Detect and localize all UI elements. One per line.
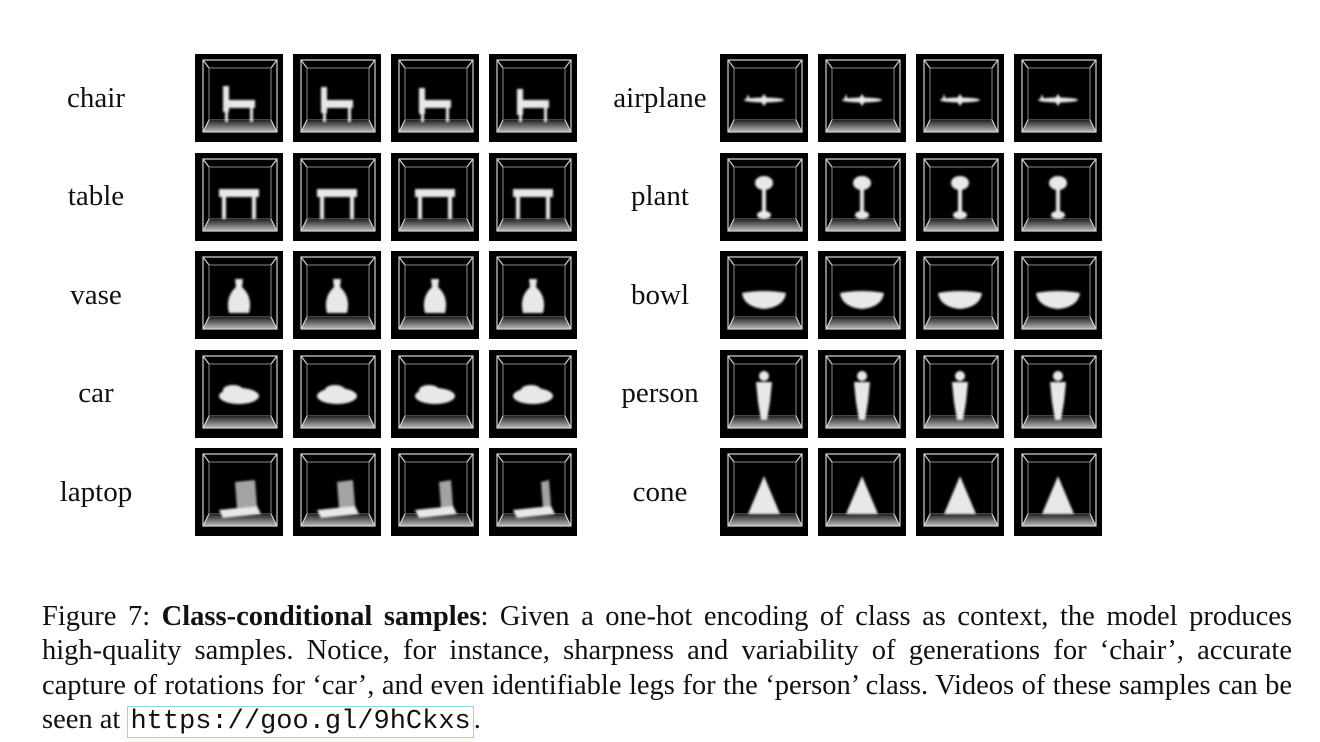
sample-image-plant (720, 152, 808, 241)
class-label-table: table (67, 180, 125, 213)
sample-image-car (195, 349, 283, 438)
sample-image-table (293, 152, 381, 241)
class-label-person: person (621, 377, 699, 410)
sample-image-plant (818, 152, 906, 241)
sample-image-cone (818, 448, 906, 537)
figure-caption: Figure 7: Class-conditional samples: Giv… (42, 600, 1292, 740)
sample-image-bowl (916, 251, 1004, 340)
sample-image-car (489, 349, 577, 438)
sample-image-laptop (391, 448, 479, 537)
sample-image-chair (195, 54, 283, 143)
sample-cells (195, 448, 577, 537)
sample-image-person (818, 349, 906, 438)
sample-image-airplane (1014, 54, 1102, 143)
class-label-car: car (78, 377, 114, 410)
sample-image-vase (293, 251, 381, 340)
sample-image-bowl (720, 251, 808, 340)
sample-image-person (1014, 349, 1102, 438)
sample-image-plant (1014, 152, 1102, 241)
sample-cells (195, 54, 577, 143)
sample-image-airplane (818, 54, 906, 143)
sample-image-airplane (916, 54, 1004, 143)
sample-image-person (720, 349, 808, 438)
class-row-laptop: laptop (0, 443, 608, 542)
sample-grid-left: chair table vase car laptop (0, 49, 608, 542)
class-label-bowl: bowl (631, 278, 689, 311)
sample-image-table (195, 152, 283, 241)
sample-image-cone (916, 448, 1004, 537)
sample-image-car (391, 349, 479, 438)
sample-image-laptop (293, 448, 381, 537)
caption-prefix: Figure 7: (42, 600, 162, 632)
sample-image-vase (489, 251, 577, 340)
class-row-bowl: bowl (605, 246, 1213, 345)
sample-image-person (916, 349, 1004, 438)
sample-image-bowl (1014, 251, 1102, 340)
caption-suffix: . (473, 704, 481, 735)
class-row-person: person (605, 345, 1213, 444)
class-label-cone: cone (632, 475, 688, 508)
class-label-laptop: laptop (59, 475, 133, 508)
class-row-car: car (0, 345, 608, 444)
sample-image-laptop (195, 448, 283, 537)
class-row-cone: cone (605, 443, 1213, 542)
video-link[interactable]: https://goo.gl/9hCkxs (127, 706, 474, 738)
sample-image-table (489, 152, 577, 241)
sample-cells (720, 251, 1102, 340)
sample-cells (720, 54, 1102, 143)
sample-cells (195, 152, 577, 241)
sample-image-vase (195, 251, 283, 340)
sample-cells (720, 152, 1102, 241)
class-row-chair: chair (0, 49, 608, 148)
class-label-airplane: airplane (613, 81, 707, 114)
sample-cells (195, 251, 577, 340)
class-label-plant: plant (631, 180, 689, 213)
sample-image-chair (293, 54, 381, 143)
class-row-table: table (0, 148, 608, 247)
class-row-airplane: airplane (605, 49, 1213, 148)
class-label-chair: chair (67, 81, 125, 114)
sample-image-table (391, 152, 479, 241)
sample-cells (720, 349, 1102, 438)
sample-grid-right: airplane plant bowl person cone (605, 49, 1213, 542)
sample-image-chair (489, 54, 577, 143)
caption-body: : Given a one-hot encoding of class as c… (42, 600, 1292, 736)
sample-cells (720, 448, 1102, 537)
caption-title: Class-conditional samples (161, 600, 481, 632)
sample-image-cone (1014, 448, 1102, 537)
sample-cells (195, 349, 577, 438)
sample-image-plant (916, 152, 1004, 241)
sample-image-airplane (720, 54, 808, 143)
sample-image-vase (391, 251, 479, 340)
sample-image-car (293, 349, 381, 438)
sample-image-laptop (489, 448, 577, 537)
class-row-vase: vase (0, 246, 608, 345)
sample-image-cone (720, 448, 808, 537)
class-row-plant: plant (605, 148, 1213, 247)
sample-image-bowl (818, 251, 906, 340)
class-label-vase: vase (70, 278, 122, 311)
sample-image-chair (391, 54, 479, 143)
